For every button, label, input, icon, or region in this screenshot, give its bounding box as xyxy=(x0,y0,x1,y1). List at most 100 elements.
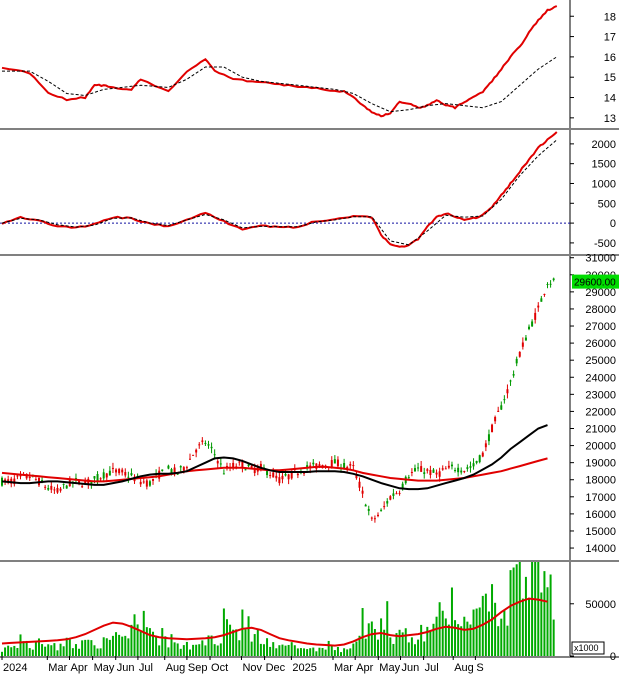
candle-body xyxy=(167,465,170,469)
candle-body xyxy=(78,479,81,484)
candle-body xyxy=(185,467,188,469)
candle-body xyxy=(13,478,16,485)
candle-body xyxy=(355,474,358,479)
candle-body xyxy=(395,493,398,495)
y-tick-label: 31000 xyxy=(585,253,616,265)
candle-body xyxy=(4,479,7,482)
candle-body xyxy=(370,517,373,519)
candle-body xyxy=(210,446,213,449)
candle-body xyxy=(346,466,349,469)
candle-body xyxy=(102,472,105,479)
candle-body xyxy=(524,337,527,341)
y-tick-label: 18 xyxy=(604,11,616,23)
y-tick-label: 15000 xyxy=(585,526,616,538)
candle-body xyxy=(93,476,96,479)
candle-body xyxy=(472,463,475,467)
candle-body xyxy=(460,470,463,473)
rs-panel: 13 14 15 16 17 18 xyxy=(0,0,619,130)
volume-average-line xyxy=(1,597,548,647)
candle-body xyxy=(62,483,65,485)
candle-body xyxy=(432,469,435,473)
candle-body xyxy=(139,481,142,485)
candle-body xyxy=(28,476,31,479)
candle-body xyxy=(330,460,333,468)
candle-body xyxy=(336,459,339,467)
candle-body xyxy=(161,469,164,471)
y-tick-label: 50000 xyxy=(585,599,616,611)
candle-body xyxy=(269,475,272,477)
candle-body xyxy=(53,489,56,491)
candle-body xyxy=(358,481,361,488)
candle-body xyxy=(487,434,490,442)
candle-body xyxy=(423,472,426,475)
candle-body xyxy=(515,358,518,364)
x-tick-label: Nov xyxy=(242,662,262,674)
candle-body xyxy=(290,470,293,479)
candle-body xyxy=(34,479,37,481)
candle-body xyxy=(549,283,552,285)
y-tick-label: 0 xyxy=(610,651,616,663)
candle-body xyxy=(173,467,176,473)
candle-body xyxy=(250,465,253,468)
x-tick-label: 2025 xyxy=(292,662,316,674)
candle-body xyxy=(179,466,182,468)
candle-body xyxy=(96,474,99,481)
y-tick-label: 1000 xyxy=(592,178,616,190)
candle-body xyxy=(417,467,420,469)
x-tick-label: May xyxy=(379,662,400,674)
candle-body xyxy=(500,405,503,410)
last-price-label: 29600.00 xyxy=(574,278,616,289)
candle-body xyxy=(475,460,478,463)
candle-body xyxy=(253,467,256,474)
candle-body xyxy=(192,454,195,456)
candle-body xyxy=(111,467,114,469)
x-tick-label: Oct xyxy=(211,662,228,674)
candle-body xyxy=(225,465,228,467)
candle-body xyxy=(244,469,247,471)
candle-body xyxy=(306,465,309,469)
candle-body xyxy=(373,518,376,520)
candle-body xyxy=(518,351,521,357)
candle-body xyxy=(195,449,198,453)
y-tick-label: 20000 xyxy=(585,441,616,453)
candle-body xyxy=(170,469,173,474)
y-tick-label: 16 xyxy=(604,52,616,64)
candle-body xyxy=(50,485,53,490)
candle-body xyxy=(506,389,509,394)
y-tick-label: 19000 xyxy=(585,458,616,470)
candle-body xyxy=(521,342,524,347)
candle-body xyxy=(189,458,191,460)
candle-body xyxy=(145,480,148,487)
candle-body xyxy=(312,462,315,465)
candle-body xyxy=(509,380,512,382)
y-tick-label: 500 xyxy=(598,198,616,210)
y-tick-label: 26000 xyxy=(585,338,616,350)
y-tick-label: 29000 xyxy=(585,287,616,299)
candle-body xyxy=(454,469,457,471)
candle-body xyxy=(284,473,287,476)
candle-body xyxy=(296,473,299,476)
candle-body xyxy=(47,487,50,490)
candle-body xyxy=(204,442,207,444)
x-tick-label: Jul xyxy=(139,662,153,674)
x-tick-label: Jul xyxy=(425,662,439,674)
candle-body xyxy=(127,476,130,478)
candle-body xyxy=(512,374,515,376)
candle-body xyxy=(201,440,204,442)
candle-body xyxy=(84,481,87,484)
candle-body xyxy=(450,464,453,467)
y-tick-label: 23000 xyxy=(585,389,616,401)
candle-body xyxy=(148,481,151,486)
candle-body xyxy=(494,416,497,422)
y-tick-label: 13 xyxy=(604,113,616,125)
candle-body xyxy=(259,463,262,468)
candle-body xyxy=(361,490,364,494)
x-tick-label: Mar xyxy=(48,662,67,674)
candle-body xyxy=(546,283,549,285)
x-tick-label: Jun xyxy=(117,662,135,674)
candle-body xyxy=(478,455,481,463)
candle-body xyxy=(491,424,494,433)
y-tick-label: 17 xyxy=(604,32,616,44)
candle-body xyxy=(152,478,155,481)
candle-body xyxy=(413,468,416,472)
